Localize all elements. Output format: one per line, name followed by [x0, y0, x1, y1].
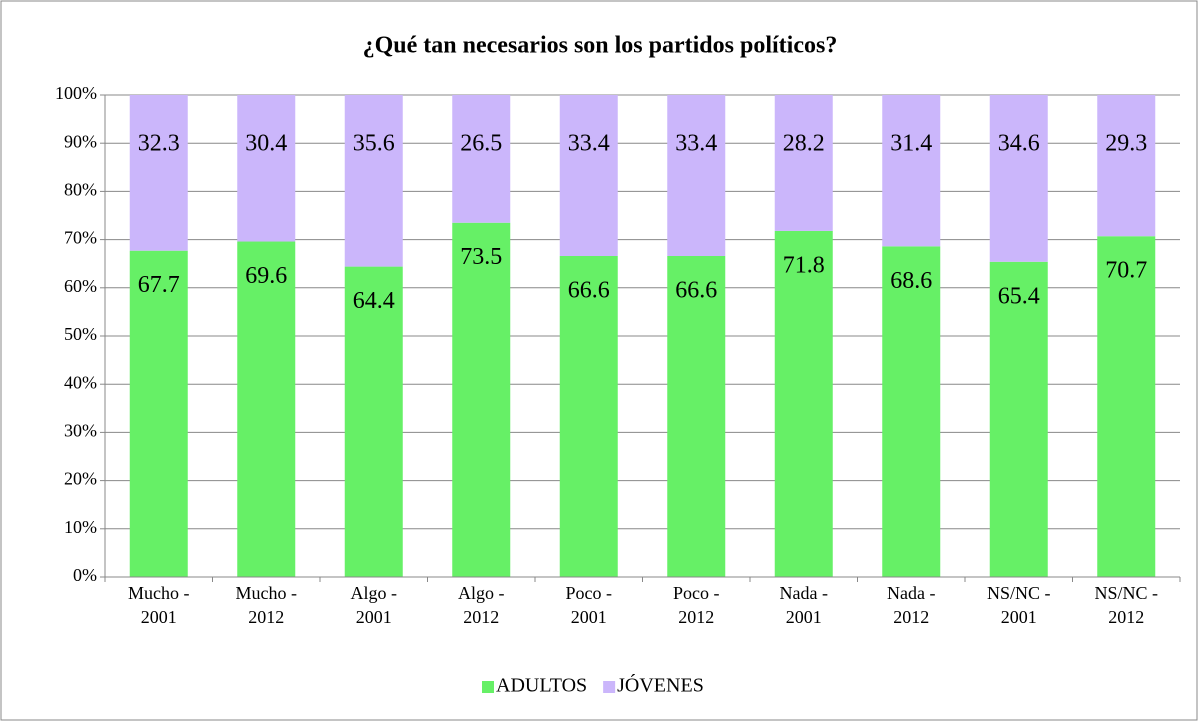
- data-label: 71.8: [783, 252, 825, 278]
- x-tick-label: Nada -2012: [887, 583, 935, 627]
- bar-segment: [989, 261, 1048, 577]
- bar-segment: [452, 222, 511, 578]
- bar-segment: [237, 95, 296, 242]
- data-label: 28.2: [783, 131, 825, 157]
- data-label: 67.7: [138, 272, 180, 298]
- data-label: 31.4: [890, 131, 932, 157]
- data-label: 69.6: [245, 263, 287, 289]
- data-label: 30.4: [245, 131, 287, 157]
- bar-segment: [559, 95, 618, 256]
- bar-segment: [129, 95, 188, 251]
- bar-segment: [129, 250, 188, 577]
- x-tick-label: Poco -2001: [566, 583, 613, 627]
- bar-segment: [1097, 236, 1156, 577]
- data-label: 64.4: [353, 288, 395, 314]
- legend-swatch: [603, 681, 616, 693]
- chart-title: ¿Qué tan necesarios son los partidos pol…: [363, 33, 838, 59]
- legend-label: JÓVENES: [617, 673, 704, 697]
- data-label: 66.6: [675, 277, 717, 303]
- bar-segment: [344, 266, 403, 577]
- x-tick-label: Algo -2001: [351, 583, 398, 627]
- y-tick-label: 50%: [64, 324, 97, 344]
- bar-segment: [452, 95, 511, 223]
- x-tick-label: NS/NC -2012: [1094, 583, 1158, 627]
- x-tick-label: Algo -2012: [458, 583, 505, 627]
- y-tick-label: 40%: [64, 372, 97, 392]
- bar-segment: [344, 95, 403, 267]
- y-tick-label: 60%: [64, 276, 97, 296]
- x-tick-label: Nada -2001: [780, 583, 828, 627]
- x-tick-label: Mucho -2001: [128, 583, 190, 627]
- y-tick-label: 30%: [64, 421, 97, 441]
- data-label: 33.4: [675, 131, 717, 157]
- bar-segment: [559, 255, 618, 577]
- data-label: 32.3: [138, 131, 180, 157]
- data-label: 26.5: [460, 131, 502, 157]
- bar-segment: [1097, 95, 1156, 237]
- bar-segment: [667, 95, 726, 256]
- data-label: 65.4: [998, 283, 1040, 309]
- y-tick-label: 70%: [64, 228, 97, 248]
- data-label: 34.6: [998, 131, 1040, 157]
- bar-segment: [882, 95, 941, 247]
- y-tick-label: 10%: [64, 517, 97, 537]
- y-tick-label: 80%: [64, 180, 97, 200]
- data-label: 33.4: [568, 131, 610, 157]
- y-tick-label: 90%: [64, 131, 97, 151]
- data-label: 29.3: [1105, 131, 1147, 157]
- data-label: 73.5: [460, 244, 502, 270]
- x-tick-label: Mucho -2012: [236, 583, 298, 627]
- x-tick-label: Poco -2012: [673, 583, 720, 627]
- x-tick-label: NS/NC -2001: [987, 583, 1051, 627]
- legend-label: ADULTOS: [496, 675, 587, 697]
- y-tick-label: 100%: [55, 83, 97, 103]
- data-label: 70.7: [1105, 258, 1147, 284]
- bar-segment: [989, 95, 1048, 262]
- legend-swatch: [482, 681, 494, 693]
- bar-segment: [774, 230, 833, 577]
- data-label: 68.6: [890, 268, 932, 294]
- bar-segment: [882, 246, 941, 577]
- bar-segment: [667, 255, 726, 577]
- y-tick-label: 20%: [64, 469, 97, 489]
- data-label: 35.6: [353, 131, 395, 157]
- data-label: 66.6: [568, 277, 610, 303]
- bar-segment: [237, 241, 296, 577]
- y-tick-label: 0%: [73, 565, 97, 585]
- bar-segment: [774, 95, 833, 231]
